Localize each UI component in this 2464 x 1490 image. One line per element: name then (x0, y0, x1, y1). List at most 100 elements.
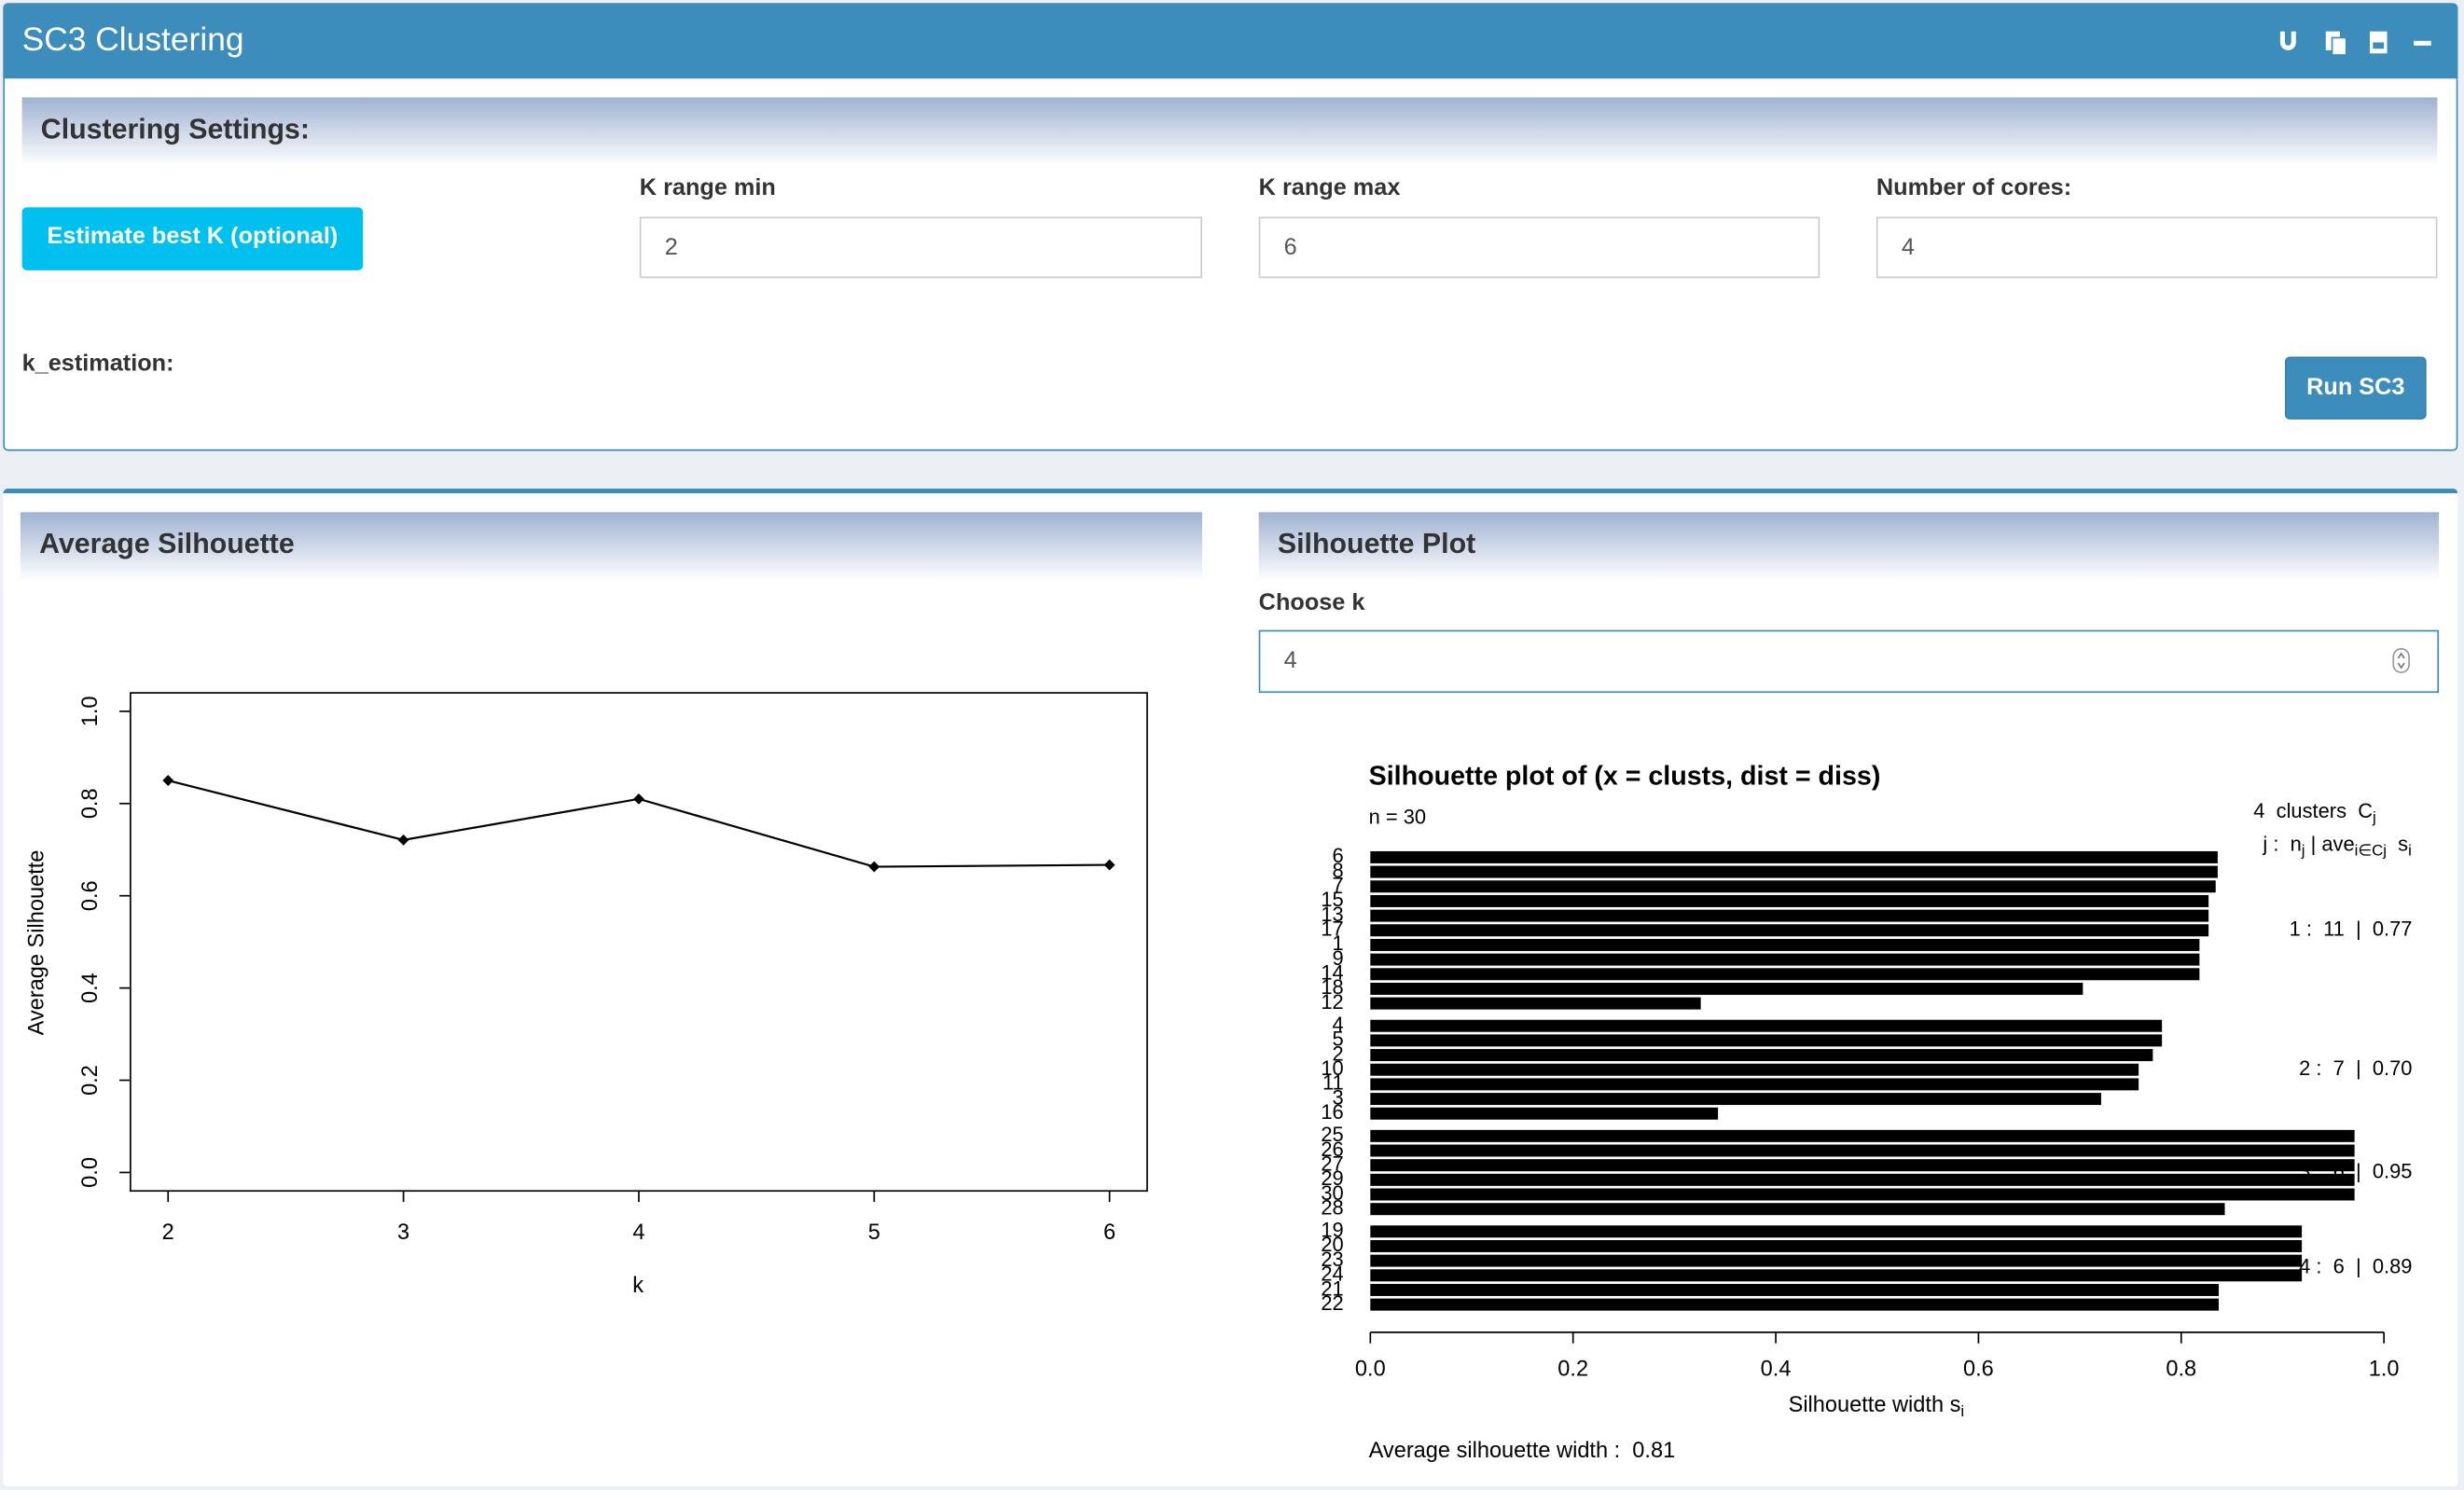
category-label: 21 (1321, 1276, 1343, 1300)
category-label: 16 (1321, 1100, 1343, 1124)
x-tick-label: 6 (1103, 1220, 1115, 1244)
k-min-input[interactable]: 2 (639, 216, 1203, 279)
category-label: 22 (1321, 1291, 1343, 1315)
spinner[interactable] (2392, 647, 2415, 675)
line (167, 779, 1110, 868)
category-label: 25 (1321, 1123, 1343, 1146)
category-label: 7 (1332, 874, 1343, 897)
category-label: 15 (1321, 888, 1343, 911)
bar (1370, 1063, 2139, 1076)
y-tick-label: 0.8 (77, 788, 102, 819)
category-label: 8 (1332, 859, 1343, 882)
category-label: 1 (1332, 931, 1343, 955)
k-estimation-label: k_estimation: (21, 350, 174, 378)
legend-header-part: j : n (2262, 832, 2301, 855)
category-label: 9 (1332, 946, 1343, 970)
legend-header-part: | ave (2305, 832, 2355, 855)
legend-header-part: j (2301, 842, 2305, 860)
bar (1370, 1254, 2303, 1267)
legend-entry: 1 : 11 | 0.77 (2290, 917, 2413, 941)
sil-panel-title: Silhouette Plot (1258, 512, 2440, 582)
plot-frame (130, 692, 1148, 1193)
y-tick-label: 0.4 (77, 973, 102, 1003)
bar (1370, 953, 2200, 966)
point (1103, 859, 1115, 871)
category-label: 11 (1322, 1071, 1344, 1095)
category-label: 24 (1321, 1262, 1343, 1286)
category-label: 23 (1321, 1248, 1343, 1271)
category-label: 3 (1332, 1085, 1343, 1109)
legend-title: 4 clusters Cj (2253, 799, 2375, 826)
bar (1370, 1019, 2163, 1032)
bar (1370, 880, 2216, 893)
annotation: Average silhouette width : 0.81 (1369, 1438, 1676, 1462)
category-label: 28 (1321, 1195, 1343, 1219)
choose-k-input[interactable]: 4 (1258, 629, 2440, 694)
category-label: 5 (1332, 1028, 1343, 1051)
header-bar: SC3 Clustering (3, 3, 2458, 79)
x-axis-label-part: Silhouette width s (1789, 1392, 1961, 1416)
run-button[interactable]: Run SC3 (2284, 356, 2427, 420)
bar (1370, 982, 2083, 995)
bar (1370, 1298, 2219, 1311)
avg-panel-title: Average Silhouette (20, 512, 1203, 582)
bar (1370, 1283, 2219, 1296)
category-label: 29 (1321, 1166, 1343, 1190)
x-tick-label: 0.2 (1557, 1357, 1588, 1381)
bar (1370, 894, 2209, 907)
category-label: 10 (1321, 1056, 1343, 1080)
chart-title: Silhouette plot of (x = clusts, dist = d… (1369, 762, 1881, 792)
x-tick-label: 0.0 (1355, 1357, 1386, 1381)
legend-header: j : nj | avei∈Cj si (2262, 832, 2411, 859)
cores-input[interactable]: 4 (1876, 216, 2438, 279)
bar (1370, 1034, 2163, 1047)
bar (1370, 1225, 2303, 1238)
estimate-button[interactable]: Estimate best K (optional) (21, 207, 364, 270)
bar (1370, 1093, 2101, 1106)
x-tick-label: 3 (397, 1220, 409, 1244)
bar (1370, 1049, 2153, 1062)
category-label: 17 (1321, 917, 1343, 941)
category-label: 12 (1321, 990, 1343, 1014)
legend-header-part: i (2408, 842, 2412, 860)
category-label: 14 (1321, 961, 1343, 985)
bar (1370, 997, 1701, 1010)
y-tick-label: 1.0 (77, 696, 102, 726)
bar (1370, 1107, 1719, 1120)
choose-k-label: Choose k (1258, 588, 1365, 616)
category-label: 4 (1332, 1013, 1343, 1036)
legend-entry: 2 : 7 | 0.70 (2299, 1056, 2412, 1080)
bar (1370, 909, 2209, 922)
bar (1370, 1173, 2355, 1186)
x-tick-label: 0.8 (2166, 1357, 2196, 1381)
legend-title-part: j (2372, 808, 2376, 826)
point (633, 793, 644, 805)
icon-collapse[interactable] (2414, 40, 2431, 46)
bar (1370, 1239, 2303, 1252)
bar (1370, 850, 2218, 863)
category-label: 26 (1321, 1138, 1343, 1161)
bar (1370, 1078, 2139, 1091)
bar (1370, 938, 2200, 951)
point (397, 834, 409, 846)
category-label: 20 (1321, 1233, 1343, 1256)
bar (1370, 1203, 2225, 1216)
legend-header-part: i∈Cj (2355, 842, 2387, 860)
icon-magnet[interactable] (2279, 31, 2296, 50)
settings-title: Clustering Settings: (21, 97, 2438, 167)
x-axis-label: k (632, 1273, 644, 1297)
category-label: 6 (1332, 844, 1343, 867)
bar (1370, 968, 2200, 981)
k-max-label: K range max (1258, 174, 1401, 201)
k-max-input[interactable]: 6 (1258, 216, 1820, 279)
cores-label: Number of cores: (1876, 174, 2072, 201)
y-tick-label: 0.2 (77, 1065, 102, 1096)
category-label: 18 (1321, 975, 1343, 999)
bar (1370, 1159, 2355, 1172)
category-label: 2 (1332, 1042, 1343, 1065)
x-tick-label: 1.0 (2369, 1357, 2400, 1381)
x-tick-label: 0.6 (1963, 1357, 1994, 1381)
